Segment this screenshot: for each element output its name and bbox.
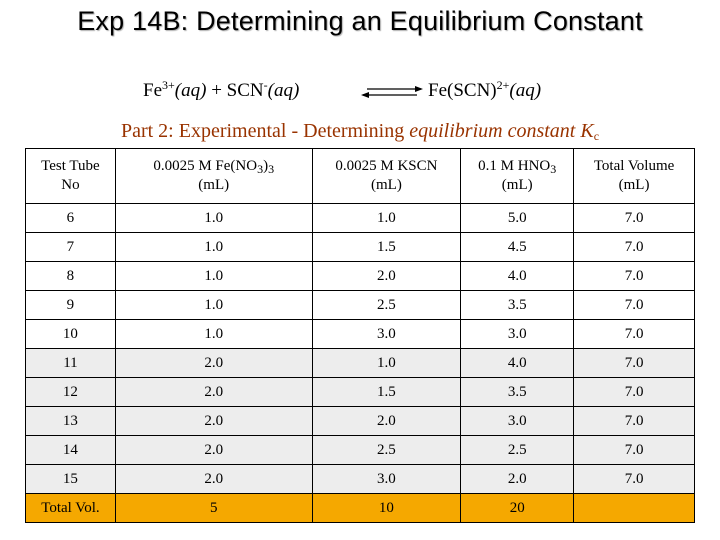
cell-hno3: 3.0 [460, 319, 575, 349]
table-header-row: Test Tube No 0.0025 M Fe(NO3)3 (mL) 0.0025… [25, 148, 695, 204]
table-row: 15 2.0 3.0 2.0 7.0 [25, 464, 695, 494]
cell-fe: 2.0 [114, 435, 313, 465]
cell-tube: 12 [25, 377, 116, 407]
cell-tube: 6 [25, 203, 116, 233]
cell-kscn: 2.0 [311, 261, 462, 291]
cell-fe: 1.0 [114, 319, 313, 349]
product-formula: Fe(SCN) [428, 80, 497, 101]
cell-hno3: 3.5 [460, 377, 575, 407]
cell-total: 7.0 [573, 319, 695, 349]
cell-fe: 2.0 [114, 377, 313, 407]
cell-kscn: 2.5 [311, 435, 462, 465]
cell-kscn: 2.0 [311, 406, 462, 436]
table-row: 8 1.0 2.0 4.0 7.0 [25, 261, 695, 291]
total-volume [573, 493, 695, 523]
subtitle-emphasis: equilibrium constant K [409, 120, 594, 142]
cell-total: 7.0 [573, 348, 695, 378]
table-row: 14 2.0 2.5 2.5 7.0 [25, 435, 695, 465]
cell-total: 7.0 [573, 203, 695, 233]
total-label: Total Vol. [25, 493, 116, 523]
cell-total: 7.0 [573, 435, 695, 465]
reactant-scn: + SCN [206, 80, 264, 101]
table-row: 11 2.0 1.0 4.0 7.0 [25, 348, 695, 378]
cell-hno3: 3.5 [460, 290, 575, 320]
cell-hno3: 4.0 [460, 348, 575, 378]
table-row: 9 1.0 2.5 3.5 7.0 [25, 290, 695, 320]
fe-state: (aq) [174, 80, 207, 101]
cell-kscn: 2.5 [311, 290, 462, 320]
cell-tube: 7 [25, 232, 116, 262]
cell-fe: 1.0 [114, 290, 313, 320]
cell-fe: 1.0 [114, 261, 313, 291]
reactants: Fe3+(aq) + SCN-(aq) [143, 78, 300, 102]
total-row: Total Vol. 5 10 20 [25, 493, 695, 523]
cell-hno3: 3.0 [460, 406, 575, 436]
cell-fe: 1.0 [114, 232, 313, 262]
cell-kscn: 1.5 [311, 377, 462, 407]
slide-title: Exp 14B: Determining an Equilibrium Cons… [77, 6, 643, 36]
volume-table: Test Tube No 0.0025 M Fe(NO3)3 (mL) 0.0025… [25, 148, 695, 523]
cell-kscn: 3.0 [311, 319, 462, 349]
table-row: 12 2.0 1.5 3.5 7.0 [25, 377, 695, 407]
header-kscn: 0.0025 M KSCN (mL) [311, 148, 462, 204]
section-subtitle: Part 2: Experimental - Determining equil… [0, 120, 720, 143]
header-test-tube: Test Tube No [25, 148, 116, 204]
reaction-equation: Fe3+(aq) + SCN-(aq) Fe(SCN)2+(aq) [0, 78, 720, 110]
total-hno3: 20 [460, 493, 575, 523]
total-fe: 5 [114, 493, 313, 523]
subtitle-prefix: Part 2: Experimental - Determining [120, 120, 410, 142]
cell-hno3: 2.5 [460, 435, 575, 465]
table-row: 7 1.0 1.5 4.5 7.0 [25, 232, 695, 262]
product: Fe(SCN)2+(aq) [428, 78, 542, 102]
cell-kscn: 1.0 [311, 348, 462, 378]
cell-kscn: 1.0 [311, 203, 462, 233]
table-row: 10 1.0 3.0 3.0 7.0 [25, 319, 695, 349]
header-hno3: 0.1 M HNO3 (mL) [460, 148, 575, 204]
cell-fe: 1.0 [114, 203, 313, 233]
cell-total: 7.0 [573, 464, 695, 494]
cell-tube: 8 [25, 261, 116, 291]
cell-kscn: 1.5 [311, 232, 462, 262]
subtitle-subscript: c [593, 129, 600, 143]
cell-tube: 13 [25, 406, 116, 436]
cell-kscn: 3.0 [311, 464, 462, 494]
cell-hno3: 4.0 [460, 261, 575, 291]
cell-total: 7.0 [573, 377, 695, 407]
cell-fe: 2.0 [114, 348, 313, 378]
table-row: 6 1.0 1.0 5.0 7.0 [25, 203, 695, 233]
cell-tube: 10 [25, 319, 116, 349]
cell-hno3: 5.0 [460, 203, 575, 233]
header-fe-no3: 0.0025 M Fe(NO3)3 (mL) [114, 148, 313, 204]
cell-tube: 14 [25, 435, 116, 465]
equilibrium-arrows-icon [361, 86, 423, 98]
scn-charge: - [263, 78, 268, 92]
header-total-volume: Total Volume (mL) [573, 148, 695, 204]
cell-fe: 2.0 [114, 406, 313, 436]
cell-total: 7.0 [573, 406, 695, 436]
cell-total: 7.0 [573, 232, 695, 262]
cell-total: 7.0 [573, 261, 695, 291]
cell-hno3: 2.0 [460, 464, 575, 494]
product-charge: 2+ [496, 78, 510, 92]
fe-charge: 3+ [162, 78, 175, 92]
total-kscn: 10 [311, 493, 462, 523]
cell-hno3: 4.5 [460, 232, 575, 262]
cell-total: 7.0 [573, 290, 695, 320]
cell-tube: 15 [25, 464, 116, 494]
table-row: 13 2.0 2.0 3.0 7.0 [25, 406, 695, 436]
cell-tube: 9 [25, 290, 116, 320]
product-state: (aq) [509, 80, 542, 101]
reactant-fe: Fe [143, 80, 162, 101]
cell-tube: 11 [25, 348, 116, 378]
cell-fe: 2.0 [114, 464, 313, 494]
scn-state: (aq) [267, 80, 300, 101]
